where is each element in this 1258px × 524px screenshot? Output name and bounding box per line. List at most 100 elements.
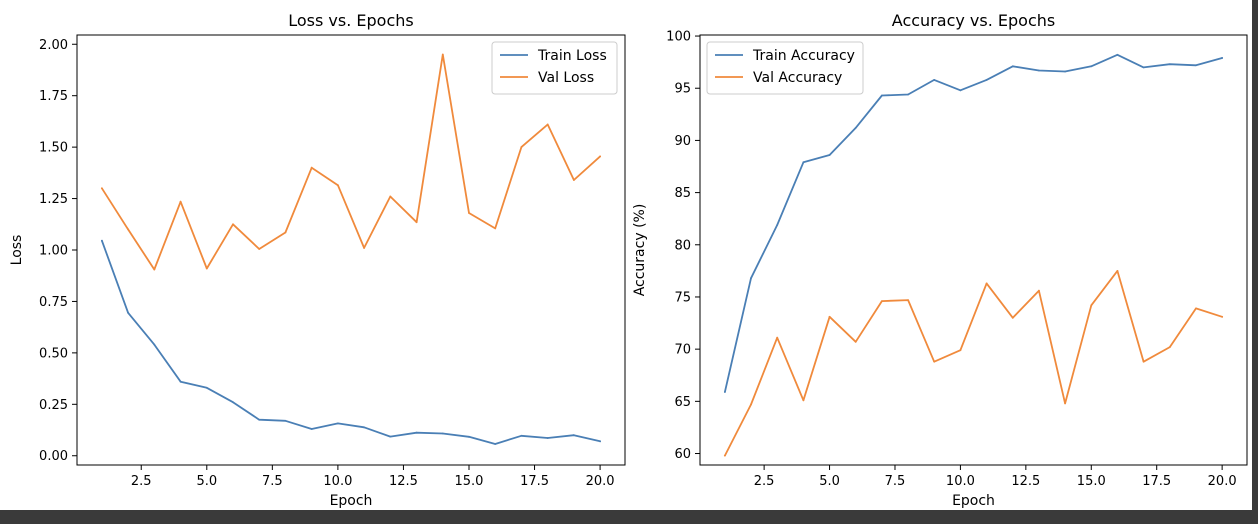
chart-title: Accuracy vs. Epochs (892, 11, 1055, 30)
data-point (520, 146, 523, 149)
data-point (985, 282, 988, 285)
data-point (828, 315, 831, 318)
data-point (1011, 316, 1014, 319)
y-tick-label: 60 (674, 447, 691, 462)
axes-frame (699, 34, 1248, 466)
data-point (959, 89, 962, 92)
bottom-bar (0, 510, 1258, 524)
data-point (232, 401, 234, 404)
chart-0: Loss vs. Epochs Epoch Loss 2.5 5.0 7.5 10.0 12.… (9, 11, 626, 509)
data-point (1038, 69, 1040, 72)
y-tick-label: 0.00 (39, 449, 68, 464)
x-tick-label: 15.0 (455, 474, 484, 489)
data-point (494, 443, 497, 445)
data-point (723, 391, 726, 393)
x-tick-label: 12.5 (1011, 474, 1040, 489)
x-tick-label: 5.0 (196, 474, 217, 489)
data-point (336, 422, 339, 425)
y-tick-label: 1.25 (39, 192, 68, 207)
data-point (415, 221, 418, 224)
data-point (880, 94, 883, 97)
data-point (494, 227, 497, 230)
y-axis-label: Loss (9, 235, 25, 266)
data-point (1090, 304, 1093, 307)
x-axis-label: Epoch (952, 493, 995, 509)
legend-label: Val Loss (538, 70, 594, 86)
data-point (127, 228, 130, 231)
y-tick-label: 100 (666, 30, 691, 45)
y-tick-label: 1.50 (39, 141, 68, 156)
data-point (441, 53, 444, 56)
data-point (546, 123, 549, 126)
data-point (572, 434, 575, 437)
legend: Train Loss Val Loss (491, 41, 618, 95)
x-tick-label: 15.0 (1077, 474, 1106, 489)
data-point (310, 428, 313, 430)
y-tick-label: 65 (674, 395, 691, 410)
data-point (389, 435, 392, 438)
data-point (854, 340, 857, 343)
data-point (1142, 66, 1145, 69)
data-point (1142, 360, 1145, 363)
x-tick-label: 7.5 (262, 474, 283, 489)
data-point (985, 78, 988, 81)
chart-1: Accuracy vs. Epochs Epoch Accuracy (%) 2.5 5… (632, 11, 1248, 509)
y-tick-label: 1.00 (39, 244, 68, 259)
data-point (546, 437, 549, 439)
legend-label: Train Accuracy (752, 48, 855, 64)
data-point (258, 418, 261, 421)
x-tick-label: 12.5 (389, 474, 418, 489)
series-line-1 (101, 53, 601, 271)
y-tick-label: 85 (674, 186, 691, 201)
x-tick-label: 10.0 (946, 474, 975, 489)
data-point (389, 195, 392, 198)
data-point (441, 432, 444, 435)
figure: Loss vs. Epochs Epoch Loss 2.5 5.0 7.5 10.0 12.… (9, 11, 1248, 509)
series-line-1 (724, 269, 1223, 457)
data-point (153, 343, 156, 346)
data-point (907, 299, 909, 301)
data-point (750, 403, 752, 406)
data-point (363, 426, 366, 429)
right-edge (1252, 0, 1258, 510)
data-point (933, 78, 936, 81)
data-point (127, 311, 130, 314)
data-point (1168, 63, 1171, 66)
data-point (468, 212, 470, 214)
data-point (284, 231, 287, 234)
data-point (776, 224, 779, 226)
data-point (933, 360, 936, 363)
y-tick-label: 75 (674, 290, 691, 305)
legend-label: Val Accuracy (753, 70, 842, 86)
data-point (1064, 402, 1067, 405)
y-tick-label: 1.75 (39, 89, 68, 104)
x-tick-label: 2.5 (131, 474, 152, 489)
x-tick-label: 10.0 (323, 474, 352, 489)
x-axis-label: Epoch (330, 493, 373, 509)
data-point (179, 200, 182, 203)
x-tick-label: 5.0 (819, 474, 840, 489)
y-tick-label: 70 (674, 343, 691, 358)
data-point (284, 419, 287, 422)
data-point (153, 268, 156, 271)
data-point (776, 336, 779, 339)
data-point (1195, 64, 1197, 67)
axes-frame (76, 34, 626, 466)
legend-label: Train Loss (537, 48, 607, 64)
data-point (101, 239, 103, 242)
data-point (1116, 269, 1119, 272)
data-point (310, 166, 313, 169)
series-line-0 (724, 53, 1223, 393)
data-point (468, 435, 470, 438)
data-point (232, 223, 234, 226)
data-point (101, 187, 103, 190)
y-tick-label: 0.25 (39, 398, 68, 413)
data-point (959, 349, 962, 352)
x-tick-label: 2.5 (754, 474, 775, 489)
data-point (572, 179, 575, 181)
x-tick-label: 17.5 (520, 474, 549, 489)
data-point (205, 386, 208, 389)
y-tick-label: 2.00 (39, 38, 68, 53)
data-point (1116, 53, 1119, 56)
data-point (1038, 289, 1040, 292)
